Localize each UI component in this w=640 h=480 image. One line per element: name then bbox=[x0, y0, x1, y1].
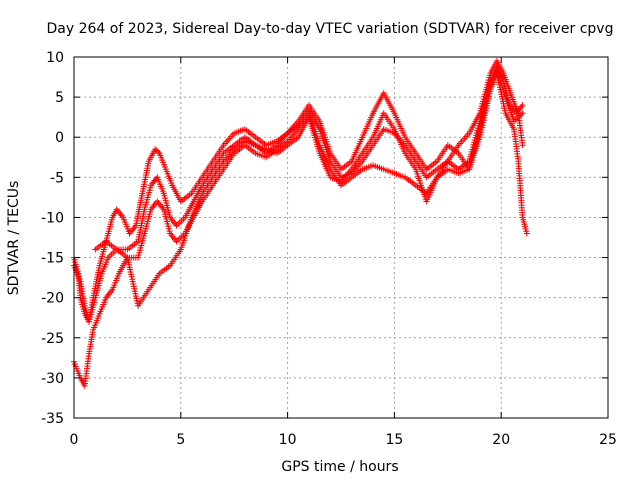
data-series bbox=[71, 58, 530, 389]
x-tick-label: 20 bbox=[492, 432, 510, 448]
data-point bbox=[153, 147, 160, 154]
x-tick-label: 15 bbox=[385, 432, 403, 448]
y-tick-label: -5 bbox=[50, 170, 64, 186]
grid-lines bbox=[74, 57, 608, 418]
data-point bbox=[155, 148, 161, 155]
y-tick-label: 0 bbox=[55, 130, 64, 146]
y-axis-label: SDTVAR / TECUs bbox=[6, 181, 22, 296]
data-point bbox=[523, 230, 530, 237]
x-axis-label: GPS time / hours bbox=[281, 459, 398, 475]
series-track-d bbox=[92, 58, 526, 309]
y-tick-label: 10 bbox=[46, 50, 64, 66]
axis-ticks: 0 5 10 15 20 25 -35 -30 -25 -20 -15 -10 -5 0 5 10 bbox=[41, 50, 617, 448]
y-tick-label: -30 bbox=[41, 371, 64, 387]
y-tick-label: -35 bbox=[41, 411, 64, 427]
y-tick-label: -15 bbox=[41, 251, 64, 267]
y-tick-label: -25 bbox=[41, 331, 64, 347]
x-tick-label: 25 bbox=[599, 432, 617, 448]
y-tick-label: -20 bbox=[41, 291, 64, 307]
chart-title: Day 264 of 2023, Sidereal Day-to-day VTE… bbox=[47, 21, 614, 37]
y-tick-label: -10 bbox=[41, 210, 64, 226]
data-point bbox=[519, 102, 526, 109]
y-tick-label: 5 bbox=[55, 90, 64, 106]
series-track-a bbox=[71, 62, 526, 325]
x-tick-label: 0 bbox=[70, 432, 79, 448]
x-tick-label: 5 bbox=[176, 432, 185, 448]
plot-frame bbox=[73, 56, 609, 419]
data-point bbox=[152, 146, 159, 153]
x-tick-label: 10 bbox=[279, 432, 297, 448]
data-point bbox=[519, 142, 526, 149]
